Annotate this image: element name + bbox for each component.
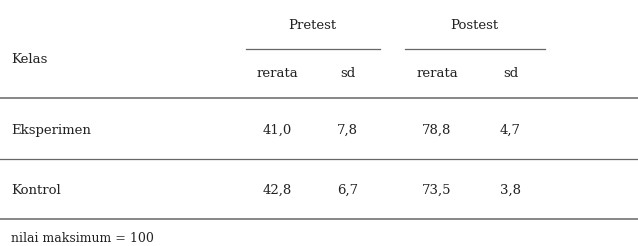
Text: sd: sd	[340, 67, 355, 80]
Text: Kontrol: Kontrol	[11, 184, 61, 197]
Text: sd: sd	[503, 67, 518, 80]
Text: Pretest: Pretest	[288, 19, 337, 32]
Text: 6,7: 6,7	[337, 184, 359, 197]
Text: rerata: rerata	[256, 67, 299, 80]
Text: 7,8: 7,8	[338, 124, 358, 137]
Text: Eksperimen: Eksperimen	[11, 124, 91, 137]
Text: 73,5: 73,5	[422, 184, 452, 197]
Text: Postest: Postest	[450, 19, 498, 32]
Text: Kelas: Kelas	[11, 53, 48, 65]
Text: rerata: rerata	[416, 67, 458, 80]
Text: nilai maksimum = 100: nilai maksimum = 100	[11, 232, 154, 245]
Text: 78,8: 78,8	[422, 124, 452, 137]
Text: 41,0: 41,0	[263, 124, 292, 137]
Text: 42,8: 42,8	[263, 184, 292, 197]
Text: 3,8: 3,8	[500, 184, 521, 197]
Text: 4,7: 4,7	[500, 124, 521, 137]
